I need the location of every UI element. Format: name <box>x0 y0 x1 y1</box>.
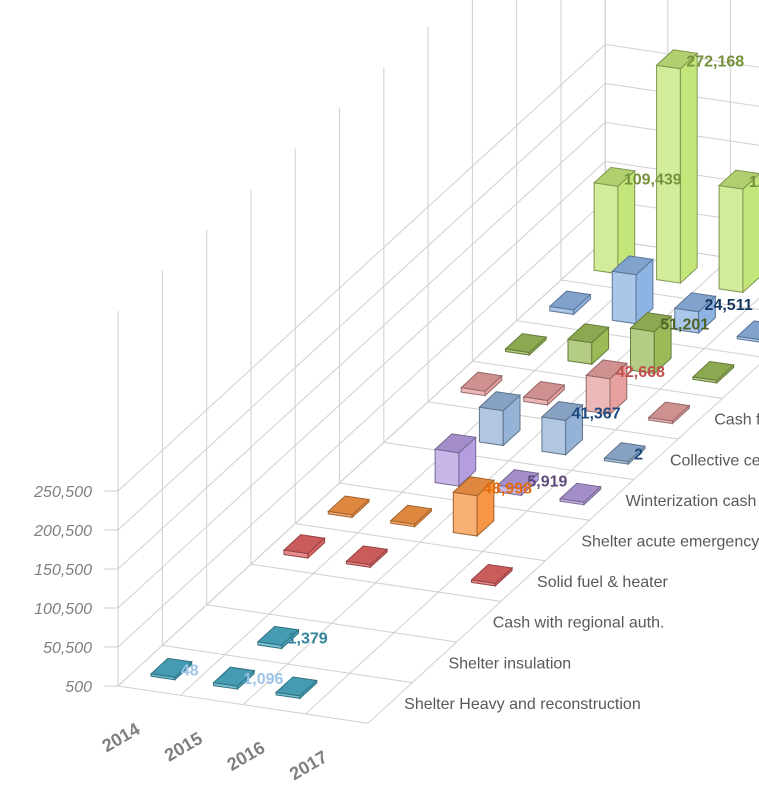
bar <box>452 476 496 538</box>
grid-line <box>117 239 606 687</box>
data-label: 24,511 <box>705 297 753 314</box>
data-label: 51,201 <box>660 317 709 334</box>
bar <box>655 49 699 285</box>
bar <box>558 482 602 506</box>
category-label: Winterization cash grant <box>626 493 759 510</box>
bar <box>736 320 759 343</box>
bar <box>282 534 326 560</box>
z-tick-label: 250,500 <box>33 484 92 501</box>
year-label: 2015 <box>161 728 206 765</box>
year-label: 2014 <box>99 719 144 756</box>
bar <box>504 333 548 357</box>
category-label: Shelter insulation <box>448 655 571 672</box>
bar <box>327 495 371 519</box>
data-label: 48 <box>181 662 199 679</box>
bar <box>647 401 691 425</box>
bar <box>274 676 318 700</box>
data-label: 1,379 <box>288 630 328 647</box>
bar <box>629 312 673 375</box>
bar <box>691 360 735 385</box>
z-axis: 500 50,500 100,500 150,500 200,500 250,500 <box>33 484 92 696</box>
bar <box>603 442 647 466</box>
data-label: 42,668 <box>616 364 665 381</box>
data-label: 2 <box>634 447 643 464</box>
bar <box>592 166 636 275</box>
bar <box>566 323 610 366</box>
bar <box>460 371 503 397</box>
bar <box>212 666 256 691</box>
category-label: Solid fuel & heater <box>537 574 668 591</box>
category-label: Shelter Heavy and reconstruction <box>404 696 641 713</box>
z-tick-label: 500 <box>65 679 92 696</box>
z-tick-label: 200,500 <box>33 523 92 540</box>
category-label: Collective center assistance <box>670 452 759 469</box>
bar <box>585 359 628 416</box>
z-tick-label: 50,500 <box>43 640 92 657</box>
bar <box>673 292 717 335</box>
category-label: Shelter acute emergency <box>581 534 759 551</box>
bar <box>611 255 655 325</box>
grid-line <box>180 248 669 696</box>
grid-line <box>305 297 759 715</box>
bar <box>496 469 540 497</box>
bar <box>149 657 193 681</box>
year-label: 2017 <box>286 747 331 784</box>
data-label: 1,096 <box>243 671 283 688</box>
data-label: 41,367 <box>572 405 621 422</box>
data-label: 109,439 <box>624 171 682 188</box>
year-label: 2016 <box>224 737 269 774</box>
data-labels: 109,439 272,168 129,851 24,511 51,201 42,668 4… <box>181 54 759 688</box>
year-labels: 2014 2015 2016 2017 <box>99 719 331 784</box>
grid-line <box>367 364 759 724</box>
bar <box>478 391 522 447</box>
bars <box>149 49 759 700</box>
data-label: 272,168 <box>686 54 744 71</box>
bar <box>345 545 389 569</box>
data-label: 48,998 <box>483 481 532 498</box>
z-tick-label: 150,500 <box>34 562 92 579</box>
bar <box>389 504 433 528</box>
bar <box>522 380 566 407</box>
z-tick-label: 100,500 <box>34 601 92 618</box>
category-label: Cash for rent <box>714 412 759 429</box>
data-label: 5,919 <box>527 474 567 491</box>
category-label: Cash with regional auth. <box>493 615 665 632</box>
bar <box>256 625 300 650</box>
bar <box>433 433 477 488</box>
bar <box>548 290 592 316</box>
data-label: 129,851 <box>749 174 759 191</box>
bar <box>717 169 759 294</box>
bar <box>470 563 514 588</box>
category-labels: Shelter Heavy and reconstruction Shelter … <box>404 371 759 713</box>
bar <box>540 400 584 456</box>
